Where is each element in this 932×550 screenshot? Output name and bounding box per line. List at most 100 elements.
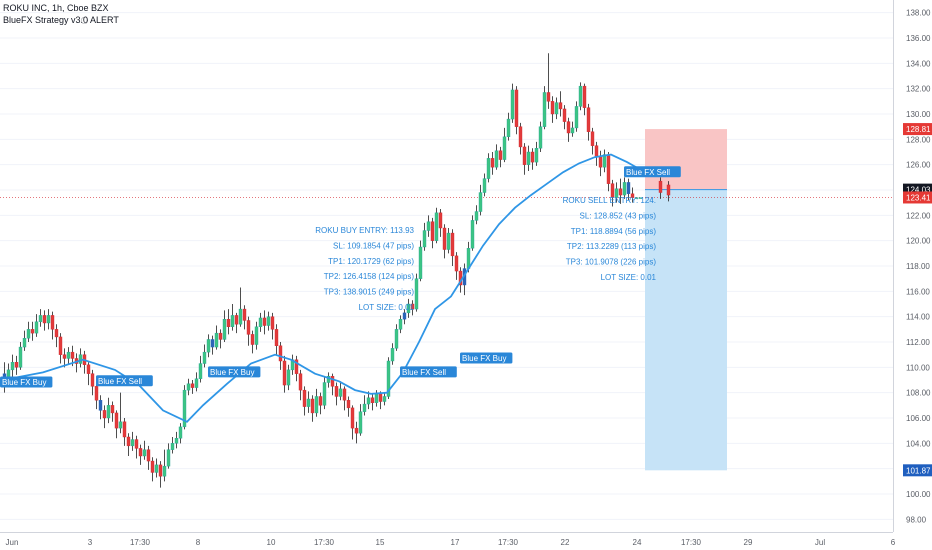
candle-body [498,150,503,160]
candle-body [218,332,223,340]
price-tick: 138.00 [906,9,931,18]
buy-info-line: ROKU BUY ENTRY: 113.93 [315,226,414,235]
indicator-alert-label: ALERT [90,15,119,25]
price-badge [903,464,932,477]
candle-body [586,107,591,132]
signal-label: Blue FX Buy [462,354,506,363]
candle-body [238,308,243,325]
candle-body [422,230,427,248]
candle-body [130,439,135,447]
price-tick: 114.00 [906,313,930,322]
signal-badge [460,352,513,364]
price-axis[interactable]: 98.00100.00102.00104.00106.00108.00110.0… [893,0,932,532]
candle-body [386,360,391,397]
price-tick: 132.00 [906,85,931,94]
price-tick: 118.00 [906,262,930,271]
candle-body [106,405,111,419]
candle-body [602,154,607,168]
ma-line [2,153,644,423]
time-axis[interactable]: Jun 3 17:30 8 10 17:30 15 17 17:30 22 24 17:30 29 Jul… [0,532,896,548]
candle-body [446,232,451,250]
candle-body [294,359,299,374]
candle-body [606,154,611,184]
candle-body [582,85,587,108]
buy-info-line: TP2: 126.4158 (124 pips) [324,272,415,281]
candle-body [334,386,339,397]
candle-body [394,329,399,349]
candle-body [166,449,171,467]
time-tick: 17:30 [130,538,151,547]
price-badge [903,123,932,136]
candle-body [274,329,279,347]
candle-body [78,354,83,364]
time-tick: 15 [376,538,385,547]
price-tick: 100.00 [906,490,931,499]
candle-body [322,382,327,406]
candle-body [546,92,551,102]
candle-body [366,397,371,405]
candle-body [418,246,423,279]
candle-body [538,126,543,149]
candle-body [110,405,115,414]
candle-body [406,303,411,314]
candle-body [298,373,303,391]
candle-body [302,389,307,407]
candle-body [142,449,147,457]
candle-body [134,439,139,449]
candle-body [434,212,439,241]
price-tick: 136.00 [906,34,931,43]
candle-body [190,383,195,388]
candle-body [198,363,203,379]
candle-body [38,315,43,322]
price-tick: 110.00 [906,363,930,372]
indicator-legend[interactable]: BlueFX Strategy v3.0⃝ ALERT [3,15,119,26]
candle-body [486,158,491,179]
candle-body [378,393,383,402]
buy-info-line: LOT SIZE: 0.01 [359,303,415,312]
position-zones [0,129,893,471]
candle-body [310,398,315,414]
candle-body [410,303,415,310]
price-tick: 98.00 [906,515,927,524]
candle-body [614,188,619,198]
candle-body [374,393,379,403]
candle-body [342,388,347,401]
candle-body [34,321,39,334]
price-tick: 104.00 [906,439,931,448]
candle-body [286,369,291,386]
candle-body [230,315,235,327]
candle-body [102,410,107,419]
signal-badge [208,366,261,378]
trade-info: ROKU BUY ENTRY: 113.93 SL: 109.1854 (47 p… [315,196,656,312]
candle-body [306,398,311,407]
time-tick: 29 [744,538,753,547]
sell-info-line: LOT SIZE: 0.01 [601,273,657,282]
candle-body [194,378,199,388]
candle-body [58,336,63,355]
candle-body [382,396,387,402]
chart-title: ROKU INC, 1h, Cboe BZX [3,3,109,13]
candle-body [630,193,635,198]
candle-body [390,348,395,362]
candle-body [638,197,643,199]
candle-body [570,127,575,134]
candle-body [138,448,143,457]
candle-body [550,101,555,115]
candle-body [542,92,547,127]
price-tick: 112.00 [906,338,930,347]
price-tick: 128.00 [906,135,931,144]
candle-body [598,156,603,168]
candle-body [554,102,559,115]
price-badge-label: 128.81 [906,125,931,134]
candle-body [438,212,443,229]
signal-badge [96,375,153,387]
candle-body [526,151,531,165]
candle-body [566,121,571,134]
time-tick: Jul [815,538,825,547]
candle-body [442,227,447,250]
candle-body [30,329,35,334]
candle-body [118,421,123,429]
candle-body [414,278,419,310]
sell-info-line: SL: 128.852 (43 pips) [580,211,657,220]
